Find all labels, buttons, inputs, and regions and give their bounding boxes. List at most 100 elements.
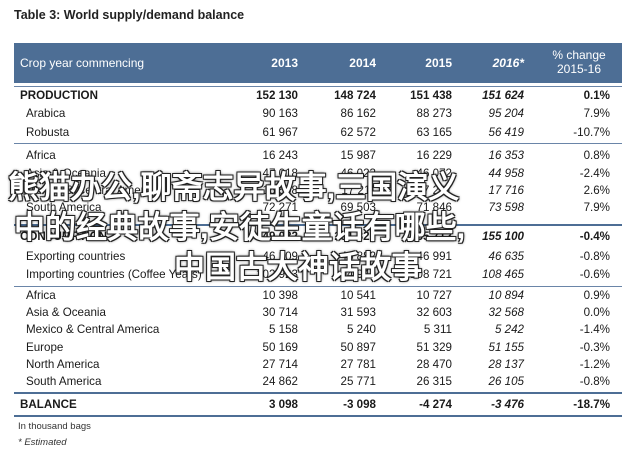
row-label: Asia & Oceania: [26, 306, 106, 319]
table-header: Crop year commencing 2013 2014 2015 2016…: [14, 43, 622, 83]
row-label: Europe: [26, 341, 64, 354]
row-value: 102 923: [256, 268, 298, 281]
row-value: 24 862: [262, 375, 298, 388]
row-value: 16 243: [262, 149, 298, 162]
row-value: 31 593: [340, 306, 376, 319]
row-value: 10 541: [340, 289, 376, 302]
row-value: 28 470: [416, 358, 452, 371]
header-change-period: 2015-16: [556, 62, 602, 76]
row-value: 5 311: [423, 323, 452, 336]
row-value: 90 163: [262, 107, 298, 120]
header-change-label: % change: [552, 48, 606, 62]
row-value: 63 165: [416, 126, 452, 139]
table-row: Africa 10 398 10 541 10 727 10 894 0.9%: [14, 288, 622, 305]
row-percent-change: -0.8%: [579, 375, 610, 388]
row-percent-change: 2.6%: [583, 184, 610, 197]
row-percent-change: -18.7%: [573, 398, 610, 411]
row-value: 46 635: [488, 250, 524, 263]
row-value: 62 572: [340, 126, 376, 139]
row-value: 5 158: [268, 323, 298, 336]
row-value: 10 398: [262, 289, 298, 302]
row-value: -3 098: [343, 398, 376, 411]
row-value: 46 023: [340, 167, 376, 180]
row-value: 50 897: [340, 341, 376, 354]
row-label: CONSUMPTION: [20, 230, 107, 243]
row-percent-change: 7.9%: [583, 107, 610, 120]
watermark-line-2: 中的经典故事,安徒生童话有哪些,: [14, 210, 466, 245]
table-divider: [14, 392, 622, 394]
row-value: 16 353: [488, 149, 524, 162]
row-label: Mexico & Central America: [26, 323, 160, 336]
row-value: 69 503: [340, 201, 376, 214]
row-value: 50 169: [262, 341, 298, 354]
row-label: Asia & Oceania: [26, 167, 106, 180]
watermark-line-1: 熊猫办公,聊斋志异故事,三国演义: [8, 170, 460, 205]
row-value: 25 771: [340, 375, 376, 388]
header-year-2016: 2016*: [492, 56, 524, 70]
row-value: 16 229: [416, 149, 452, 162]
row-value: 155 712: [410, 230, 452, 243]
table-row: Asia & Oceania 47 018 46 023 46 072 44 958 -2…: [14, 166, 622, 183]
table-divider: [14, 415, 622, 417]
row-value: 155 100: [482, 230, 524, 243]
table-row: Robusta 61 967 62 572 63 165 56 419 -10.7%: [14, 125, 622, 142]
row-value: 86 162: [340, 107, 376, 120]
row-percent-change: -10.7%: [573, 126, 610, 139]
row-value: 26 315: [416, 375, 452, 388]
row-value: 5 240: [346, 323, 376, 336]
header-crop-year-label: Crop year commencing: [20, 56, 145, 70]
row-value: -3 476: [491, 398, 524, 411]
table-divider: [14, 86, 622, 87]
table-row: CONSUMPTION 149 032 151 822 155 712 155 100 -…: [14, 229, 622, 246]
table-row: South America 24 862 25 771 26 315 26 105 -0.…: [14, 374, 622, 391]
row-value: 17 291: [416, 184, 452, 197]
row-label: Importing countries (Coffee Years): [26, 268, 202, 281]
row-value: 17 716: [488, 184, 524, 197]
row-value: 44 958: [488, 167, 524, 180]
row-value: 10 894: [488, 289, 524, 302]
row-percent-change: 0.9%: [583, 289, 610, 302]
row-value: 71 846: [416, 201, 452, 214]
row-value: 46 072: [416, 167, 452, 180]
table-row: Exporting countries 46 109 46 882 46 991 46 …: [14, 249, 622, 266]
row-value: 27 781: [340, 358, 376, 371]
row-value: 51 329: [416, 341, 452, 354]
row-percent-change: -0.6%: [579, 268, 610, 281]
table-row: Arabica 90 163 86 162 88 273 95 204 7.9%: [14, 106, 622, 123]
table-divider: [14, 143, 622, 144]
row-label: Robusta: [26, 126, 70, 139]
row-percent-change: -0.8%: [579, 250, 610, 263]
row-label: North America: [26, 358, 100, 371]
table-row: BALANCE 3 098 -3 098 -4 274 -3 476 -18.7%: [14, 397, 622, 414]
row-percent-change: -2.4%: [579, 167, 610, 180]
row-value: 149 032: [256, 230, 298, 243]
row-value: 47 018: [262, 167, 298, 180]
row-label: Africa: [26, 289, 56, 302]
watermark-line-3: 中国古大神话故事: [174, 250, 422, 285]
table-row: Mexico & Central America 16 598 17 211 17 2…: [14, 183, 622, 200]
table-row: PRODUCTION 152 130 148 724 151 438 151 624 0.…: [14, 88, 622, 105]
row-value: 108 721: [410, 268, 452, 281]
row-percent-change: -0.4%: [579, 230, 610, 243]
row-value: 46 109: [262, 250, 298, 263]
table-row: North America 27 714 27 781 28 470 28 137 -1.…: [14, 357, 622, 374]
table-row: South America 72 271 69 503 71 846 73 598 7.9…: [14, 200, 622, 217]
row-label: South America: [26, 375, 102, 388]
row-percent-change: 0.0%: [583, 306, 610, 319]
row-percent-change: 0.8%: [583, 149, 610, 162]
row-value: 104 940: [334, 268, 376, 281]
row-value: 51 155: [488, 341, 524, 354]
row-value: 15 987: [340, 149, 376, 162]
header-change: % change 2015-16: [544, 48, 614, 76]
row-value: -4 274: [419, 398, 452, 411]
row-label: PRODUCTION: [20, 89, 98, 102]
row-label: Mexico & Central America: [26, 184, 160, 197]
header-year-2015: 2015: [425, 56, 452, 70]
row-value: 73 598: [488, 201, 524, 214]
row-label: Arabica: [26, 107, 66, 120]
row-value: 28 137: [488, 358, 524, 371]
row-percent-change: -1.2%: [579, 358, 610, 371]
row-value: 30 714: [262, 306, 298, 319]
row-percent-change: -1.4%: [579, 323, 610, 336]
table-row: Mexico & Central America 5 158 5 240 5 311 5…: [14, 322, 622, 339]
